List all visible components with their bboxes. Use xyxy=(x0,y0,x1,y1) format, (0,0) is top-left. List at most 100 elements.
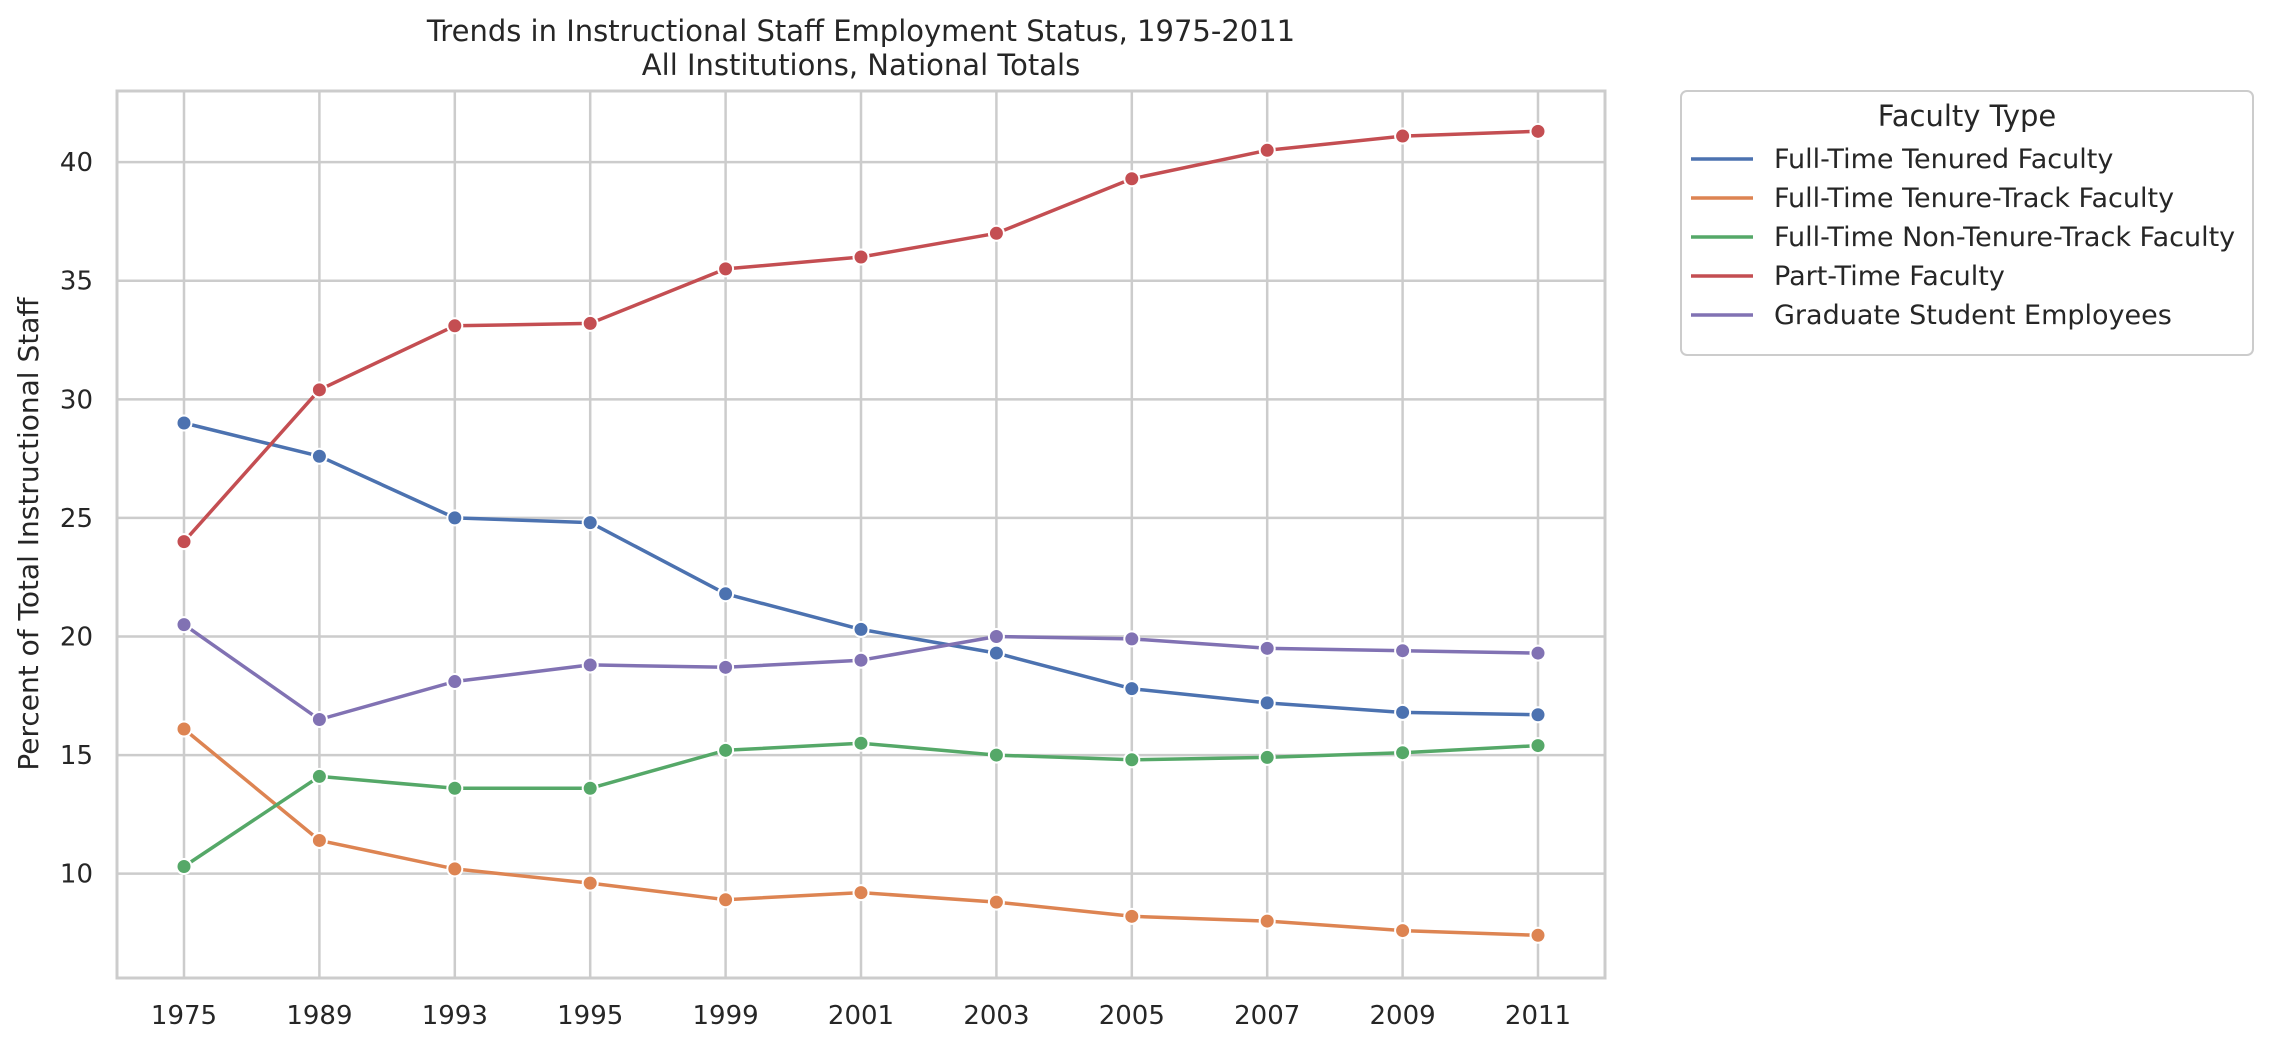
y-axis-label: Percent of Total Instructional Staff xyxy=(12,297,45,771)
legend-label: Full-Time Tenure-Track Faculty xyxy=(1774,183,2174,214)
data-point-full-time-tenure-track-faculty xyxy=(717,891,735,909)
data-point-full-time-tenured-faculty xyxy=(987,644,1005,662)
data-point-graduate-student-employees xyxy=(310,710,328,728)
chart-title: Trends in Instructional Staff Employment… xyxy=(426,14,1295,48)
legend-label: Part-Time Faculty xyxy=(1774,261,2005,292)
data-point-full-time-tenure-track-faculty xyxy=(852,884,870,902)
data-point-part-time-faculty xyxy=(852,248,870,266)
data-point-full-time-tenure-track-faculty xyxy=(175,720,193,738)
y-tick-label: 35 xyxy=(60,267,93,297)
legend-items: Full-Time Tenured Faculty Full-Time Tenur… xyxy=(1691,144,2235,331)
data-point-full-time-tenured-faculty xyxy=(310,447,328,465)
legend-label: Full-Time Non-Tenure-Track Faculty xyxy=(1774,222,2235,253)
data-point-full-time-tenured-faculty xyxy=(175,414,193,432)
y-tick-label: 25 xyxy=(60,504,93,534)
data-point-full-time-tenured-faculty xyxy=(581,514,599,532)
data-point-full-time-tenured-faculty xyxy=(852,620,870,638)
data-point-full-time-tenure-track-faculty xyxy=(581,874,599,892)
legend-label: Graduate Student Employees xyxy=(1774,300,2172,331)
legend-title: Faculty Type xyxy=(1878,99,2057,133)
plot-frame xyxy=(115,89,1607,980)
legend-label: Full-Time Tenured Faculty xyxy=(1774,144,2113,175)
y-tick-label: 10 xyxy=(60,860,93,890)
data-point-graduate-student-employees xyxy=(1123,630,1141,648)
x-tick-label: 1989 xyxy=(286,1001,352,1031)
x-tick-label: 1975 xyxy=(151,1001,217,1031)
data-point-part-time-faculty xyxy=(1123,170,1141,188)
data-point-part-time-faculty xyxy=(717,260,735,278)
y-tick-label: 40 xyxy=(60,148,93,178)
data-point-part-time-faculty xyxy=(581,314,599,332)
x-tick-label: 2009 xyxy=(1370,1001,1436,1031)
data-point-part-time-faculty xyxy=(175,533,193,551)
data-point-part-time-faculty xyxy=(310,381,328,399)
data-point-full-time-non-tenure-track-faculty xyxy=(852,734,870,752)
series-full-time-tenured-faculty xyxy=(175,414,1547,724)
data-point-graduate-student-employees xyxy=(446,673,464,691)
data-point-graduate-student-employees xyxy=(987,627,1005,645)
x-tick-label: 2005 xyxy=(1099,1001,1165,1031)
data-point-graduate-student-employees xyxy=(1529,644,1547,662)
data-point-full-time-tenure-track-faculty xyxy=(1258,912,1276,930)
legend-item-graduate-student-employees: Graduate Student Employees xyxy=(1691,300,2172,331)
data-point-full-time-non-tenure-track-faculty xyxy=(446,779,464,797)
x-tick-label: 2007 xyxy=(1234,1001,1300,1031)
data-point-full-time-tenured-faculty xyxy=(446,509,464,527)
data-point-full-time-tenured-faculty xyxy=(1258,694,1276,712)
series-full-time-non-tenure-track-faculty xyxy=(175,734,1547,876)
tick-labels: 1975 1989 1993 1995 1999 2001 2003 2005 2007 2009… xyxy=(60,148,1571,1031)
x-tick-label: 1995 xyxy=(557,1001,623,1031)
series-part-time-faculty xyxy=(175,122,1547,551)
data-point-full-time-non-tenure-track-faculty xyxy=(1529,737,1547,755)
data-point-full-time-tenure-track-faculty xyxy=(1394,922,1412,940)
legend-item-full-time-non-tenure-track-faculty: Full-Time Non-Tenure-Track Faculty xyxy=(1691,222,2235,253)
data-point-full-time-tenure-track-faculty xyxy=(446,860,464,878)
data-point-graduate-student-employees xyxy=(1258,639,1276,657)
y-tick-label: 15 xyxy=(60,741,93,771)
data-point-full-time-tenure-track-faculty xyxy=(310,831,328,849)
data-point-full-time-tenure-track-faculty xyxy=(1529,926,1547,944)
x-tick-label: 2003 xyxy=(963,1001,1029,1031)
data-point-full-time-tenure-track-faculty xyxy=(987,893,1005,911)
data-point-full-time-non-tenure-track-faculty xyxy=(1123,751,1141,769)
data-point-full-time-tenured-faculty xyxy=(717,585,735,603)
data-point-part-time-faculty xyxy=(446,317,464,335)
series-full-time-tenure-track-faculty xyxy=(175,720,1547,944)
data-point-full-time-tenured-faculty xyxy=(1529,706,1547,724)
data-point-full-time-tenured-faculty xyxy=(1123,680,1141,698)
data-point-graduate-student-employees xyxy=(717,658,735,676)
data-point-graduate-student-employees xyxy=(852,651,870,669)
data-point-full-time-tenured-faculty xyxy=(1394,703,1412,721)
data-point-graduate-student-employees xyxy=(175,616,193,634)
data-point-graduate-student-employees xyxy=(581,656,599,674)
data-point-full-time-non-tenure-track-faculty xyxy=(581,779,599,797)
x-tick-label: 1993 xyxy=(422,1001,488,1031)
data-point-part-time-faculty xyxy=(987,224,1005,242)
data-point-full-time-non-tenure-track-faculty xyxy=(1394,744,1412,762)
series-layer xyxy=(175,122,1547,944)
x-tick-label: 2011 xyxy=(1505,1001,1571,1031)
x-tick-label: 1999 xyxy=(693,1001,759,1031)
data-point-part-time-faculty xyxy=(1258,141,1276,159)
data-point-full-time-non-tenure-track-faculty xyxy=(1258,748,1276,766)
legend-item-full-time-tenured-faculty: Full-Time Tenured Faculty xyxy=(1691,144,2113,175)
data-point-full-time-non-tenure-track-faculty xyxy=(717,741,735,759)
data-point-full-time-non-tenure-track-faculty xyxy=(175,858,193,876)
y-tick-label: 30 xyxy=(60,385,93,415)
chart-subtitle: All Institutions, National Totals xyxy=(642,48,1080,82)
data-point-full-time-non-tenure-track-faculty xyxy=(987,746,1005,764)
data-point-graduate-student-employees xyxy=(1394,642,1412,660)
data-point-part-time-faculty xyxy=(1394,127,1412,145)
data-point-full-time-non-tenure-track-faculty xyxy=(310,767,328,785)
y-tick-label: 20 xyxy=(60,622,93,652)
legend-item-part-time-faculty: Part-Time Faculty xyxy=(1691,261,2005,292)
legend-box xyxy=(1680,90,2254,356)
legend: Faculty Type Full-Time Tenured FacultyFu… xyxy=(1680,90,2254,356)
data-point-full-time-tenure-track-faculty xyxy=(1123,907,1141,925)
data-point-part-time-faculty xyxy=(1529,122,1547,140)
legend-item-full-time-tenure-track-faculty: Full-Time Tenure-Track Faculty xyxy=(1691,183,2174,214)
series-graduate-student-employees xyxy=(175,616,1547,728)
x-tick-label: 2001 xyxy=(828,1001,894,1031)
